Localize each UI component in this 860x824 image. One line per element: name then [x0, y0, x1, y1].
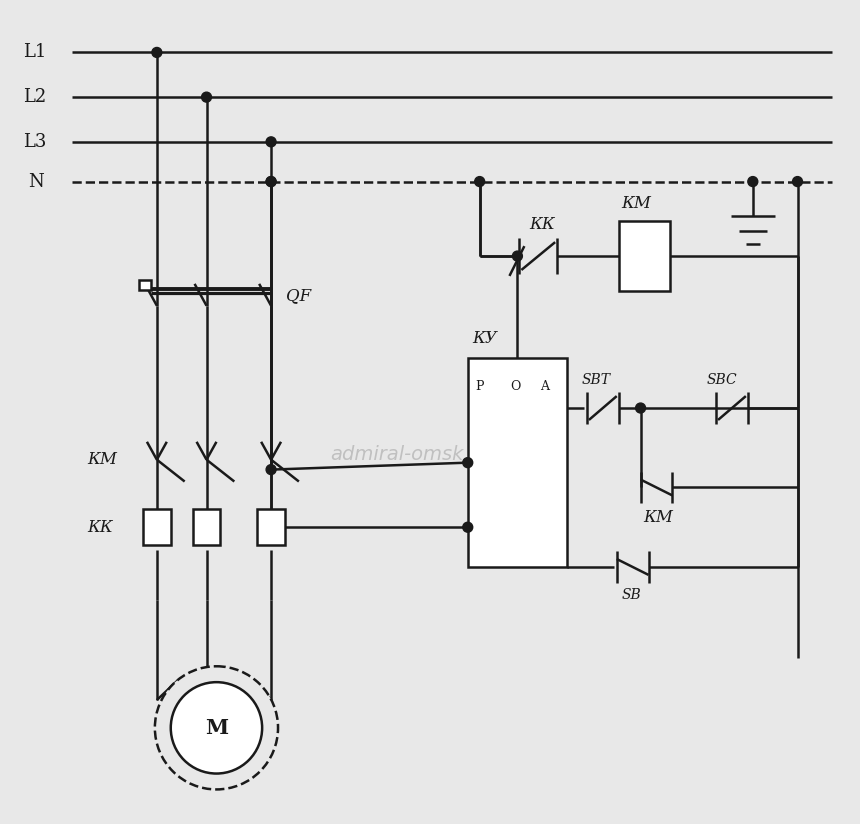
- Text: SBТ: SBТ: [582, 373, 611, 387]
- Circle shape: [463, 522, 473, 532]
- Circle shape: [513, 251, 522, 261]
- Circle shape: [748, 176, 758, 186]
- Bar: [468, 358, 567, 567]
- Text: КМ: КМ: [643, 508, 673, 526]
- Bar: [139, 280, 150, 290]
- Text: КК: КК: [529, 216, 555, 232]
- Circle shape: [266, 176, 276, 186]
- Text: M: M: [205, 718, 228, 737]
- Circle shape: [266, 465, 276, 475]
- Text: КК: КК: [88, 519, 113, 536]
- Circle shape: [266, 137, 276, 147]
- Text: КУ: КУ: [473, 330, 498, 347]
- Circle shape: [152, 48, 162, 58]
- Text: L2: L2: [22, 88, 46, 106]
- Circle shape: [463, 457, 473, 468]
- Circle shape: [266, 176, 276, 186]
- Text: P: P: [476, 380, 484, 393]
- Text: L1: L1: [22, 44, 46, 62]
- Circle shape: [155, 667, 278, 789]
- Text: КМ: КМ: [622, 195, 652, 212]
- Circle shape: [171, 682, 262, 774]
- Text: QF: QF: [286, 288, 311, 304]
- Text: КМ: КМ: [88, 452, 117, 468]
- Text: O: O: [510, 380, 520, 393]
- Circle shape: [475, 176, 485, 186]
- Bar: [618, 222, 670, 291]
- Bar: [257, 509, 285, 545]
- Text: L3: L3: [22, 133, 46, 151]
- Text: N: N: [28, 172, 44, 190]
- Text: SB: SB: [622, 588, 642, 602]
- Circle shape: [201, 92, 212, 102]
- Text: admiral-omsk.ru: admiral-omsk.ru: [330, 445, 490, 464]
- Text: A: A: [540, 380, 549, 393]
- Circle shape: [636, 403, 646, 413]
- Bar: [143, 509, 171, 545]
- Text: SBC: SBC: [706, 373, 737, 387]
- Bar: [193, 509, 220, 545]
- Circle shape: [793, 176, 802, 186]
